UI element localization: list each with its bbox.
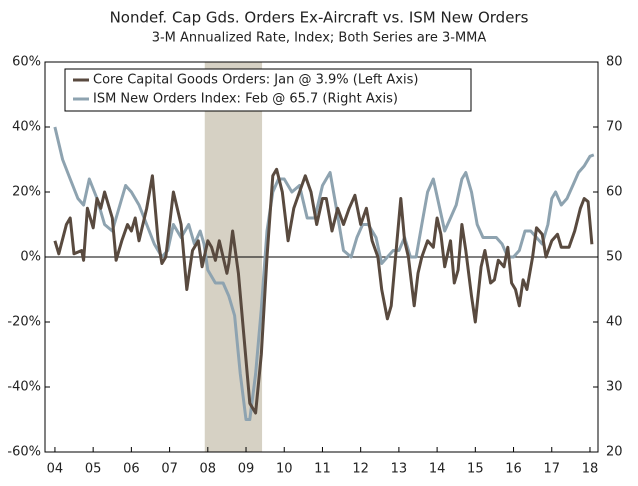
y-tick-label: 40% bbox=[12, 120, 41, 135]
x-tick-label: 17 bbox=[543, 462, 560, 477]
y2-tick-label: 80 bbox=[606, 55, 623, 70]
y2-tick-label: 60 bbox=[606, 185, 623, 200]
x-tick-label: 08 bbox=[200, 462, 217, 477]
x-tick-label: 16 bbox=[505, 462, 522, 477]
x-tick-label: 12 bbox=[352, 462, 369, 477]
x-tick-label: 09 bbox=[238, 462, 255, 477]
y2-tick-label: 20 bbox=[606, 445, 623, 460]
y-tick-label: 20% bbox=[12, 185, 41, 200]
legend-label: ISM New Orders Index: Feb @ 65.7 (Right … bbox=[93, 92, 398, 107]
x-tick-label: 10 bbox=[276, 462, 293, 477]
x-tick-label: 18 bbox=[582, 462, 599, 477]
series-line bbox=[53, 126, 595, 421]
x-tick-label: 07 bbox=[161, 462, 178, 477]
y-tick-label: -60% bbox=[7, 445, 41, 460]
legend-box bbox=[64, 68, 472, 112]
x-tick-label: 13 bbox=[391, 462, 408, 477]
y-tick-label: -20% bbox=[7, 315, 41, 330]
x-tick-label: 04 bbox=[47, 462, 64, 477]
chart-subtitle: 3-M Annualized Rate, Index; Both Series … bbox=[152, 31, 487, 46]
y-tick-label: -40% bbox=[7, 380, 41, 395]
x-tick-label: 05 bbox=[85, 462, 102, 477]
y2-tick-label: 50 bbox=[606, 250, 623, 265]
y2-tick-label: 40 bbox=[606, 315, 623, 330]
legend-label: Core Capital Goods Orders: Jan @ 3.9% (L… bbox=[93, 73, 418, 88]
x-tick-label: 15 bbox=[467, 462, 484, 477]
x-tick-label: 14 bbox=[429, 462, 446, 477]
y-tick-label: 0% bbox=[20, 250, 41, 265]
series-line bbox=[53, 167, 594, 415]
y2-tick-label: 30 bbox=[606, 380, 623, 395]
chart-title: Nondef. Cap Gds. Orders Ex-Aircraft vs. … bbox=[110, 9, 529, 27]
y-tick-label: 60% bbox=[12, 55, 41, 70]
x-tick-label: 11 bbox=[314, 462, 331, 477]
x-tick-label: 06 bbox=[123, 462, 140, 477]
y2-tick-label: 70 bbox=[606, 120, 623, 135]
